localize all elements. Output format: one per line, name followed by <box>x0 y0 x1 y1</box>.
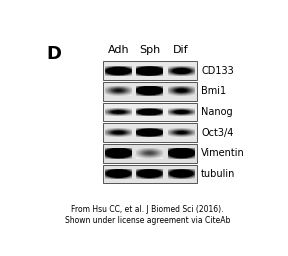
Text: Bmi1: Bmi1 <box>201 86 226 96</box>
Text: Nanog: Nanog <box>201 107 233 117</box>
Bar <box>103 123 197 142</box>
Text: D: D <box>46 45 61 62</box>
Bar <box>103 103 197 121</box>
Bar <box>103 144 197 163</box>
Bar <box>103 61 197 80</box>
Text: tubulin: tubulin <box>201 169 236 179</box>
Text: From Hsu CC, et al. J Biomed Sci (2016).
Shown under license agreement via CiteA: From Hsu CC, et al. J Biomed Sci (2016).… <box>65 206 230 225</box>
Bar <box>103 82 197 101</box>
Text: Sph: Sph <box>139 45 160 55</box>
Text: Dif: Dif <box>173 45 189 55</box>
Bar <box>103 165 197 184</box>
Text: Adh: Adh <box>108 45 129 55</box>
Text: CD133: CD133 <box>201 66 234 76</box>
Text: Vimentin: Vimentin <box>201 148 245 158</box>
Text: Oct3/4: Oct3/4 <box>201 128 234 138</box>
